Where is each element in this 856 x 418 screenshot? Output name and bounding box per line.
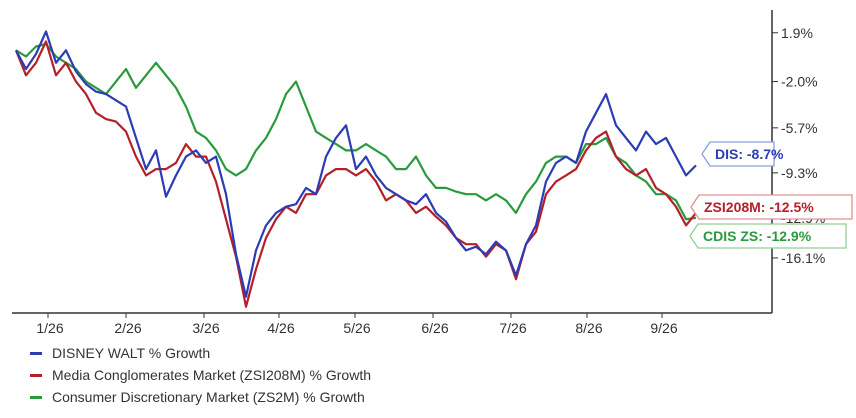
y-tick-label: -9.3% [781, 165, 818, 181]
legend-swatch-media [30, 373, 42, 377]
x-tick-label: 7/26 [499, 320, 526, 336]
x-tick-label: 5/26 [343, 320, 370, 336]
y-tick-label: -2.0% [781, 74, 818, 90]
end-label-0: DIS: -8.7% [701, 141, 784, 167]
end-label-text-2: CDIS ZS: -12.9% [703, 228, 812, 244]
legend: DISNEY WALT % Growth Media Conglomerates… [30, 342, 371, 408]
x-tick-label: 4/26 [267, 320, 294, 336]
x-tick-label: 6/26 [421, 320, 448, 336]
legend-item-media: Media Conglomerates Market (ZSI208M) % G… [30, 364, 371, 386]
end-label-text-0: DIS: -8.7% [715, 146, 784, 162]
end-label-1: ZSI208M: -12.5% [690, 194, 853, 220]
series-line-0 [15, 30, 697, 298]
x-tick-label: 3/26 [192, 320, 219, 336]
legend-label-dis: DISNEY WALT % Growth [52, 345, 211, 361]
legend-label-media: Media Conglomerates Market (ZSI208M) % G… [52, 367, 371, 383]
legend-label-consumer: Consumer Discretionary Market (ZS2M) % G… [52, 389, 365, 405]
legend-item-dis: DISNEY WALT % Growth [30, 342, 371, 364]
x-tick-label: 9/26 [650, 320, 677, 336]
y-tick-label: -5.7% [781, 120, 818, 136]
y-tick-label: 1.9% [781, 25, 813, 41]
series-line-2 [15, 42, 697, 221]
y-tick-label: -16.1% [781, 250, 825, 266]
x-tick-label: 8/26 [575, 320, 602, 336]
legend-item-consumer: Consumer Discretionary Market (ZS2M) % G… [30, 386, 371, 408]
legend-swatch-consumer [30, 395, 42, 399]
legend-swatch-dis [30, 351, 42, 355]
end-label-box-0 [701, 141, 775, 167]
end-label-2: CDIS ZS: -12.9% [689, 223, 847, 249]
series-line-1 [14, 40, 697, 308]
x-tick-label: 2/26 [114, 320, 141, 336]
end-label-box-1 [690, 194, 853, 220]
end-label-text-1: ZSI208M: -12.5% [704, 199, 814, 215]
end-label-box-2 [689, 223, 847, 249]
x-tick-label: 1/26 [36, 320, 63, 336]
